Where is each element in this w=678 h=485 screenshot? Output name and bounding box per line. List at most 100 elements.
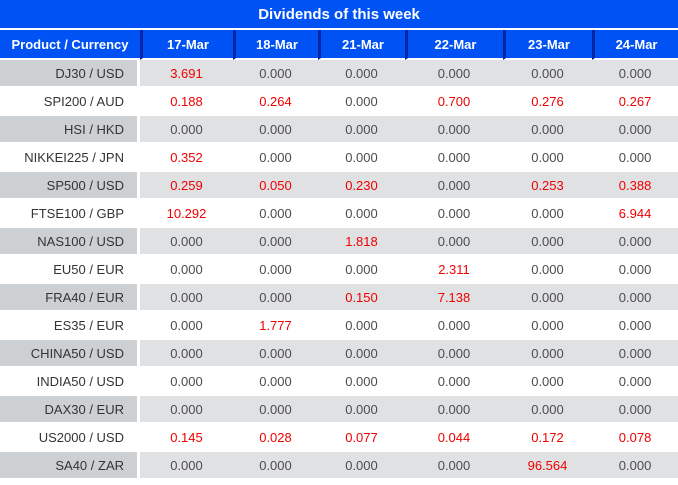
- dividend-value-cell: 0.150: [318, 284, 405, 312]
- dividend-value-cell: 0.000: [592, 284, 678, 312]
- dividend-value-cell: 0.000: [592, 452, 678, 480]
- dividend-value-cell: 0.000: [318, 452, 405, 480]
- dividend-value-cell: 0.000: [592, 228, 678, 256]
- dividend-value-cell: 0.000: [503, 256, 592, 284]
- dividend-value-cell: 0.000: [318, 368, 405, 396]
- dividend-value-cell: 0.000: [503, 340, 592, 368]
- dividend-value-cell: 0.000: [318, 340, 405, 368]
- dividend-value-cell: 0.000: [318, 256, 405, 284]
- table-row: SPI200 / AUD 0.188 0.264 0.000 0.700 0.276 0.2…: [0, 88, 678, 116]
- dividend-value-cell: 1.777: [233, 312, 318, 340]
- dividend-value-cell: 0.000: [503, 116, 592, 144]
- date-column-header: 23-Mar: [503, 30, 592, 60]
- dividend-value-cell: 0.000: [233, 200, 318, 228]
- dividend-value-cell: 0.000: [140, 368, 233, 396]
- dividend-value-cell: 0.000: [233, 452, 318, 480]
- dividend-value-cell: 96.564: [503, 452, 592, 480]
- dividend-value-cell: 0.044: [405, 424, 503, 452]
- dividend-value-cell: 0.000: [233, 144, 318, 172]
- product-cell: DAX30 / EUR: [0, 396, 140, 424]
- dividend-value-cell: 0.000: [503, 396, 592, 424]
- dividend-value-cell: 0.000: [140, 452, 233, 480]
- dividend-value-cell: 0.000: [140, 312, 233, 340]
- product-cell: HSI / HKD: [0, 116, 140, 144]
- table-row: FTSE100 / GBP 10.292 0.000 0.000 0.000 0.000 6…: [0, 200, 678, 228]
- dividend-value-cell: 0.264: [233, 88, 318, 116]
- date-column-header: 22-Mar: [405, 30, 503, 60]
- dividend-value-cell: 0.267: [592, 88, 678, 116]
- dividend-value-cell: 0.000: [405, 200, 503, 228]
- dividend-value-cell: 0.000: [233, 60, 318, 88]
- table-row: NIKKEI225 / JPN 0.352 0.000 0.000 0.000 0.000…: [0, 144, 678, 172]
- dividend-value-cell: 0.000: [140, 396, 233, 424]
- product-cell: SPI200 / AUD: [0, 88, 140, 116]
- date-column-header: 17-Mar: [140, 30, 233, 60]
- dividend-value-cell: 0.000: [405, 452, 503, 480]
- dividend-value-cell: 0.000: [405, 60, 503, 88]
- table-row: INDIA50 / USD 0.000 0.000 0.000 0.000 0.000 0.…: [0, 368, 678, 396]
- dividend-value-cell: 0.000: [140, 116, 233, 144]
- dividend-value-cell: 0.000: [592, 60, 678, 88]
- dividend-value-cell: 0.000: [592, 312, 678, 340]
- dividend-value-cell: 0.276: [503, 88, 592, 116]
- dividend-value-cell: 0.000: [318, 88, 405, 116]
- dividend-value-cell: 0.000: [503, 144, 592, 172]
- product-cell: EU50 / EUR: [0, 256, 140, 284]
- dividend-value-cell: 0.000: [592, 256, 678, 284]
- dividend-value-cell: 7.138: [405, 284, 503, 312]
- dividend-value-cell: 0.000: [140, 228, 233, 256]
- dividend-value-cell: 0.000: [503, 60, 592, 88]
- table-row: CHINA50 / USD 0.000 0.000 0.000 0.000 0.000 0.…: [0, 340, 678, 368]
- dividend-value-cell: 0.000: [405, 116, 503, 144]
- dividend-value-cell: 0.000: [318, 60, 405, 88]
- dividend-value-cell: 0.000: [592, 396, 678, 424]
- dividend-value-cell: 0.145: [140, 424, 233, 452]
- dividend-value-cell: 1.818: [318, 228, 405, 256]
- dividend-value-cell: 0.000: [503, 368, 592, 396]
- product-cell: INDIA50 / USD: [0, 368, 140, 396]
- dividend-value-cell: 0.000: [140, 256, 233, 284]
- dividend-value-cell: 0.000: [405, 228, 503, 256]
- dividend-value-cell: 0.000: [233, 368, 318, 396]
- dividend-value-cell: 0.000: [318, 200, 405, 228]
- table-row: SA40 / ZAR 0.000 0.000 0.000 0.000 96.564 0.00…: [0, 452, 678, 480]
- table-row: DAX30 / EUR 0.000 0.000 0.000 0.000 0.000 0.00…: [0, 396, 678, 424]
- product-cell: DJ30 / USD: [0, 60, 140, 88]
- product-cell: FRA40 / EUR: [0, 284, 140, 312]
- table-row: SP500 / USD 0.259 0.050 0.230 0.000 0.253 0.38…: [0, 172, 678, 200]
- table-row: FRA40 / EUR 0.000 0.000 0.150 7.138 0.000 0.00…: [0, 284, 678, 312]
- dividend-value-cell: 0.000: [233, 340, 318, 368]
- table-row: ES35 / EUR 0.000 1.777 0.000 0.000 0.000 0.000: [0, 312, 678, 340]
- dividend-value-cell: 6.944: [592, 200, 678, 228]
- dividend-value-cell: 0.000: [140, 284, 233, 312]
- dividend-value-cell: 0.077: [318, 424, 405, 452]
- product-cell: SP500 / USD: [0, 172, 140, 200]
- dividend-value-cell: 0.000: [503, 228, 592, 256]
- dividend-value-cell: 0.000: [405, 340, 503, 368]
- product-cell: FTSE100 / GBP: [0, 200, 140, 228]
- product-cell: US2000 / USD: [0, 424, 140, 452]
- dividend-value-cell: 0.000: [233, 396, 318, 424]
- date-column-header: 18-Mar: [233, 30, 318, 60]
- dividend-value-cell: 10.292: [140, 200, 233, 228]
- dividend-value-cell: 0.000: [405, 368, 503, 396]
- dividend-value-cell: 0.000: [405, 396, 503, 424]
- dividend-value-cell: 0.000: [405, 144, 503, 172]
- product-cell: CHINA50 / USD: [0, 340, 140, 368]
- dividend-value-cell: 0.188: [140, 88, 233, 116]
- dividend-value-cell: 0.000: [592, 116, 678, 144]
- column-header-row: Product / Currency 17-Mar 18-Mar 21-Mar 22-M…: [0, 30, 678, 60]
- dividend-value-cell: 0.000: [318, 116, 405, 144]
- dividend-value-cell: 0.259: [140, 172, 233, 200]
- product-column-header: Product / Currency: [0, 30, 140, 60]
- dividend-value-cell: 2.311: [405, 256, 503, 284]
- table-row: DJ30 / USD 3.691 0.000 0.000 0.000 0.000 0.000: [0, 60, 678, 88]
- dividend-value-cell: 0.078: [592, 424, 678, 452]
- dividend-value-cell: 0.000: [233, 284, 318, 312]
- date-column-header: 21-Mar: [318, 30, 405, 60]
- dividend-value-cell: 0.000: [503, 312, 592, 340]
- table-title: Dividends of this week: [0, 0, 678, 30]
- dividend-value-cell: 0.000: [233, 116, 318, 144]
